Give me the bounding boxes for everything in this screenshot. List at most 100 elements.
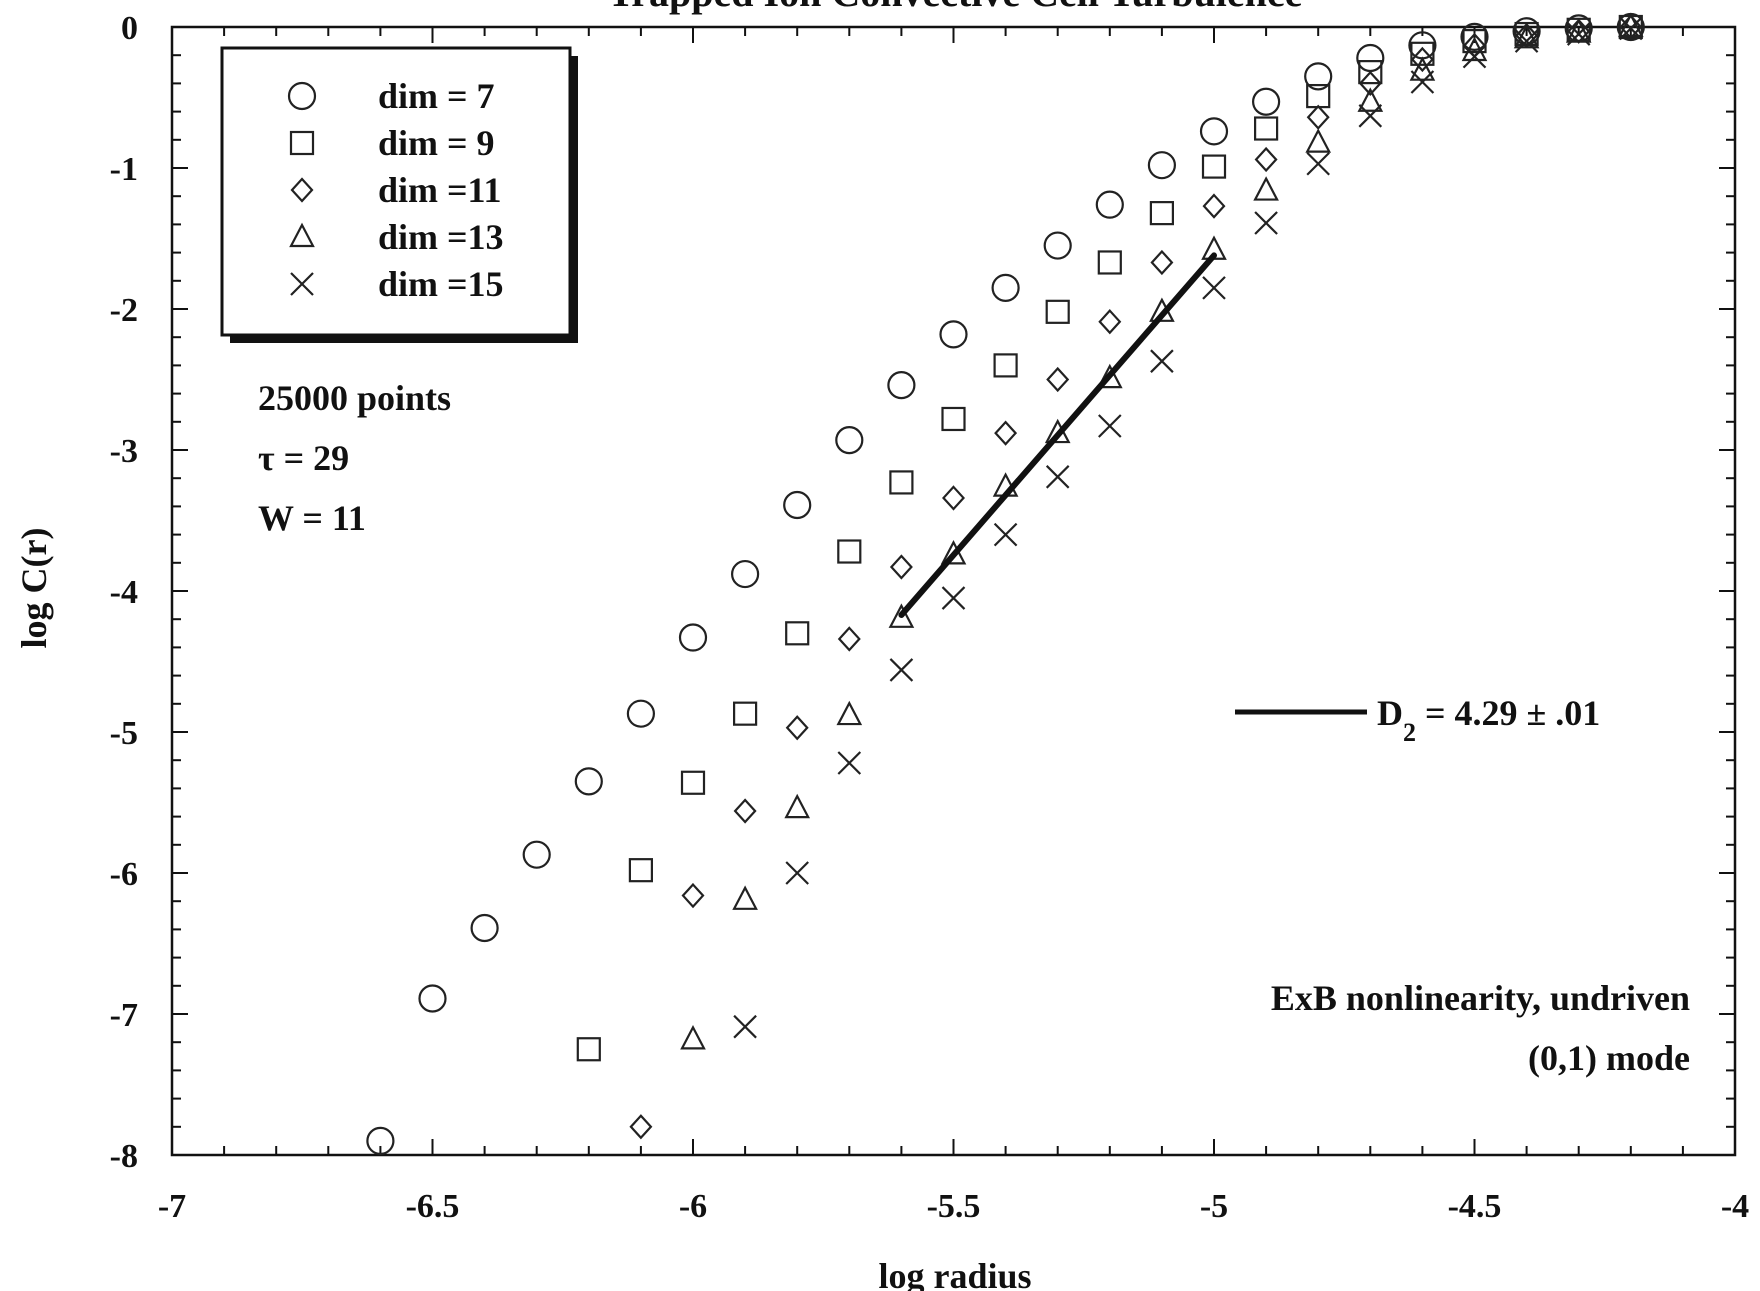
data-point-circle: [730, 559, 760, 589]
x-tick-label: -7: [158, 1188, 186, 1225]
legend: dim = 7 dim = 9 dim =11 dim =13 dim =15: [220, 46, 578, 343]
data-point-square: [1149, 201, 1175, 226]
x-stroke: [1306, 151, 1330, 176]
y-tick-label: -5: [110, 715, 138, 752]
data-point-square: [576, 1037, 601, 1062]
data-point-x: [785, 861, 809, 885]
data-point-diamond: [1358, 70, 1382, 97]
data-point-circle: [470, 913, 499, 943]
data-point-triangle: [1096, 363, 1123, 389]
data-point-square: [1410, 41, 1435, 66]
x-tick-label: -4: [1721, 1188, 1749, 1225]
data-point-x: [941, 586, 966, 610]
data-point-x: [1045, 465, 1070, 489]
data-point-triangle: [1253, 176, 1279, 201]
legend-marker-x: [290, 272, 314, 296]
fit-line-group: D2 = 4.29 ± .01: [898, 252, 1600, 747]
x-stroke: [993, 522, 1018, 547]
y-tick-label: -3: [110, 433, 138, 470]
circle-mark: [1251, 87, 1281, 116]
data-point-diamond: [1619, 14, 1643, 40]
data-point-x: [1619, 16, 1643, 41]
data-point-x: [1358, 104, 1383, 128]
x-stroke: [785, 861, 809, 885]
diamond-mark: [733, 798, 757, 824]
data-point-square: [628, 858, 654, 883]
x-stroke: [837, 751, 862, 775]
data-point-circle: [678, 623, 708, 652]
triangle-mark: [1253, 176, 1279, 201]
diamond-mark: [1254, 146, 1278, 173]
diamond-mark: [1358, 70, 1382, 97]
data-point-square: [785, 621, 810, 646]
square-mark: [289, 130, 315, 156]
triangle-mark: [1409, 56, 1436, 81]
data-point-square: [1253, 116, 1279, 141]
x-tick-label: -6: [679, 1188, 707, 1225]
data-point-square: [1097, 250, 1122, 275]
series-x: [733, 16, 1643, 1039]
square-mark: [1410, 41, 1435, 66]
data-point-diamond: [1098, 309, 1122, 335]
x-tick-label: -5: [1200, 1188, 1228, 1225]
y-axis-label: log C(r): [14, 528, 54, 649]
data-point-square: [941, 406, 966, 432]
circle-mark: [1304, 62, 1333, 91]
x-stroke: [889, 658, 914, 682]
data-point-x: [1306, 151, 1330, 176]
x-stroke: [1514, 29, 1539, 53]
data-point-square: [680, 770, 706, 795]
data-point-triangle: [732, 885, 758, 910]
data-point-triangle: [1565, 18, 1592, 43]
data-point-x: [1566, 22, 1591, 46]
data-point-x: [1202, 276, 1226, 300]
y-tick-label: 0: [121, 10, 138, 47]
square-mark: [628, 858, 654, 883]
y-tick-label: -7: [110, 997, 138, 1034]
series-triangle: [680, 12, 1644, 1050]
diamond-mark: [290, 177, 314, 203]
data-point-x: [1462, 44, 1487, 69]
data-point-x: [837, 751, 862, 775]
info-text: 25000 points: [258, 378, 451, 418]
data-point-diamond: [942, 485, 965, 511]
x-stroke: [1410, 70, 1435, 94]
data-point-triangle: [1305, 128, 1332, 153]
y-tick-label: -4: [110, 574, 138, 611]
data-point-diamond: [629, 1114, 653, 1140]
data-point-circle: [418, 984, 447, 1013]
data-point-circle: [626, 699, 656, 728]
square-mark: [1149, 201, 1175, 226]
circle-mark: [991, 273, 1020, 302]
diamond-mark: [889, 554, 913, 580]
data-point-diamond: [681, 882, 705, 909]
diamond-mark: [1150, 249, 1174, 276]
data-point-circle: [1356, 43, 1385, 73]
square-mark: [680, 770, 706, 795]
triangle-mark: [1357, 87, 1384, 112]
square-mark: [1097, 250, 1122, 275]
x-stroke: [733, 1014, 757, 1039]
triangle-mark: [1461, 36, 1488, 62]
data-point-circle: [366, 1126, 395, 1156]
note-text: ExB nonlinearity, undriven: [1271, 978, 1690, 1018]
legend-label: dim =11: [378, 170, 502, 210]
circle-mark: [522, 840, 551, 869]
x-stroke: [1254, 211, 1278, 235]
square-mark: [1462, 29, 1487, 54]
circle-mark: [626, 699, 656, 728]
info-text: τ = 29: [258, 438, 349, 478]
data-point-x: [993, 522, 1018, 547]
data-point-square: [1201, 154, 1227, 179]
data-point-circle: [1251, 87, 1281, 116]
data-point-x: [1098, 414, 1122, 438]
diamond-mark: [1098, 309, 1122, 335]
data-point-circle: [574, 767, 603, 796]
circle-mark: [730, 559, 760, 589]
triangle-mark: [784, 793, 811, 819]
annotations: 25000 points τ = 29 W = 11 ExB nonlinearity…: [258, 378, 1690, 1078]
diamond-mark: [837, 626, 861, 652]
data-point-diamond: [1306, 104, 1330, 130]
triangle-mark: [680, 1025, 706, 1050]
